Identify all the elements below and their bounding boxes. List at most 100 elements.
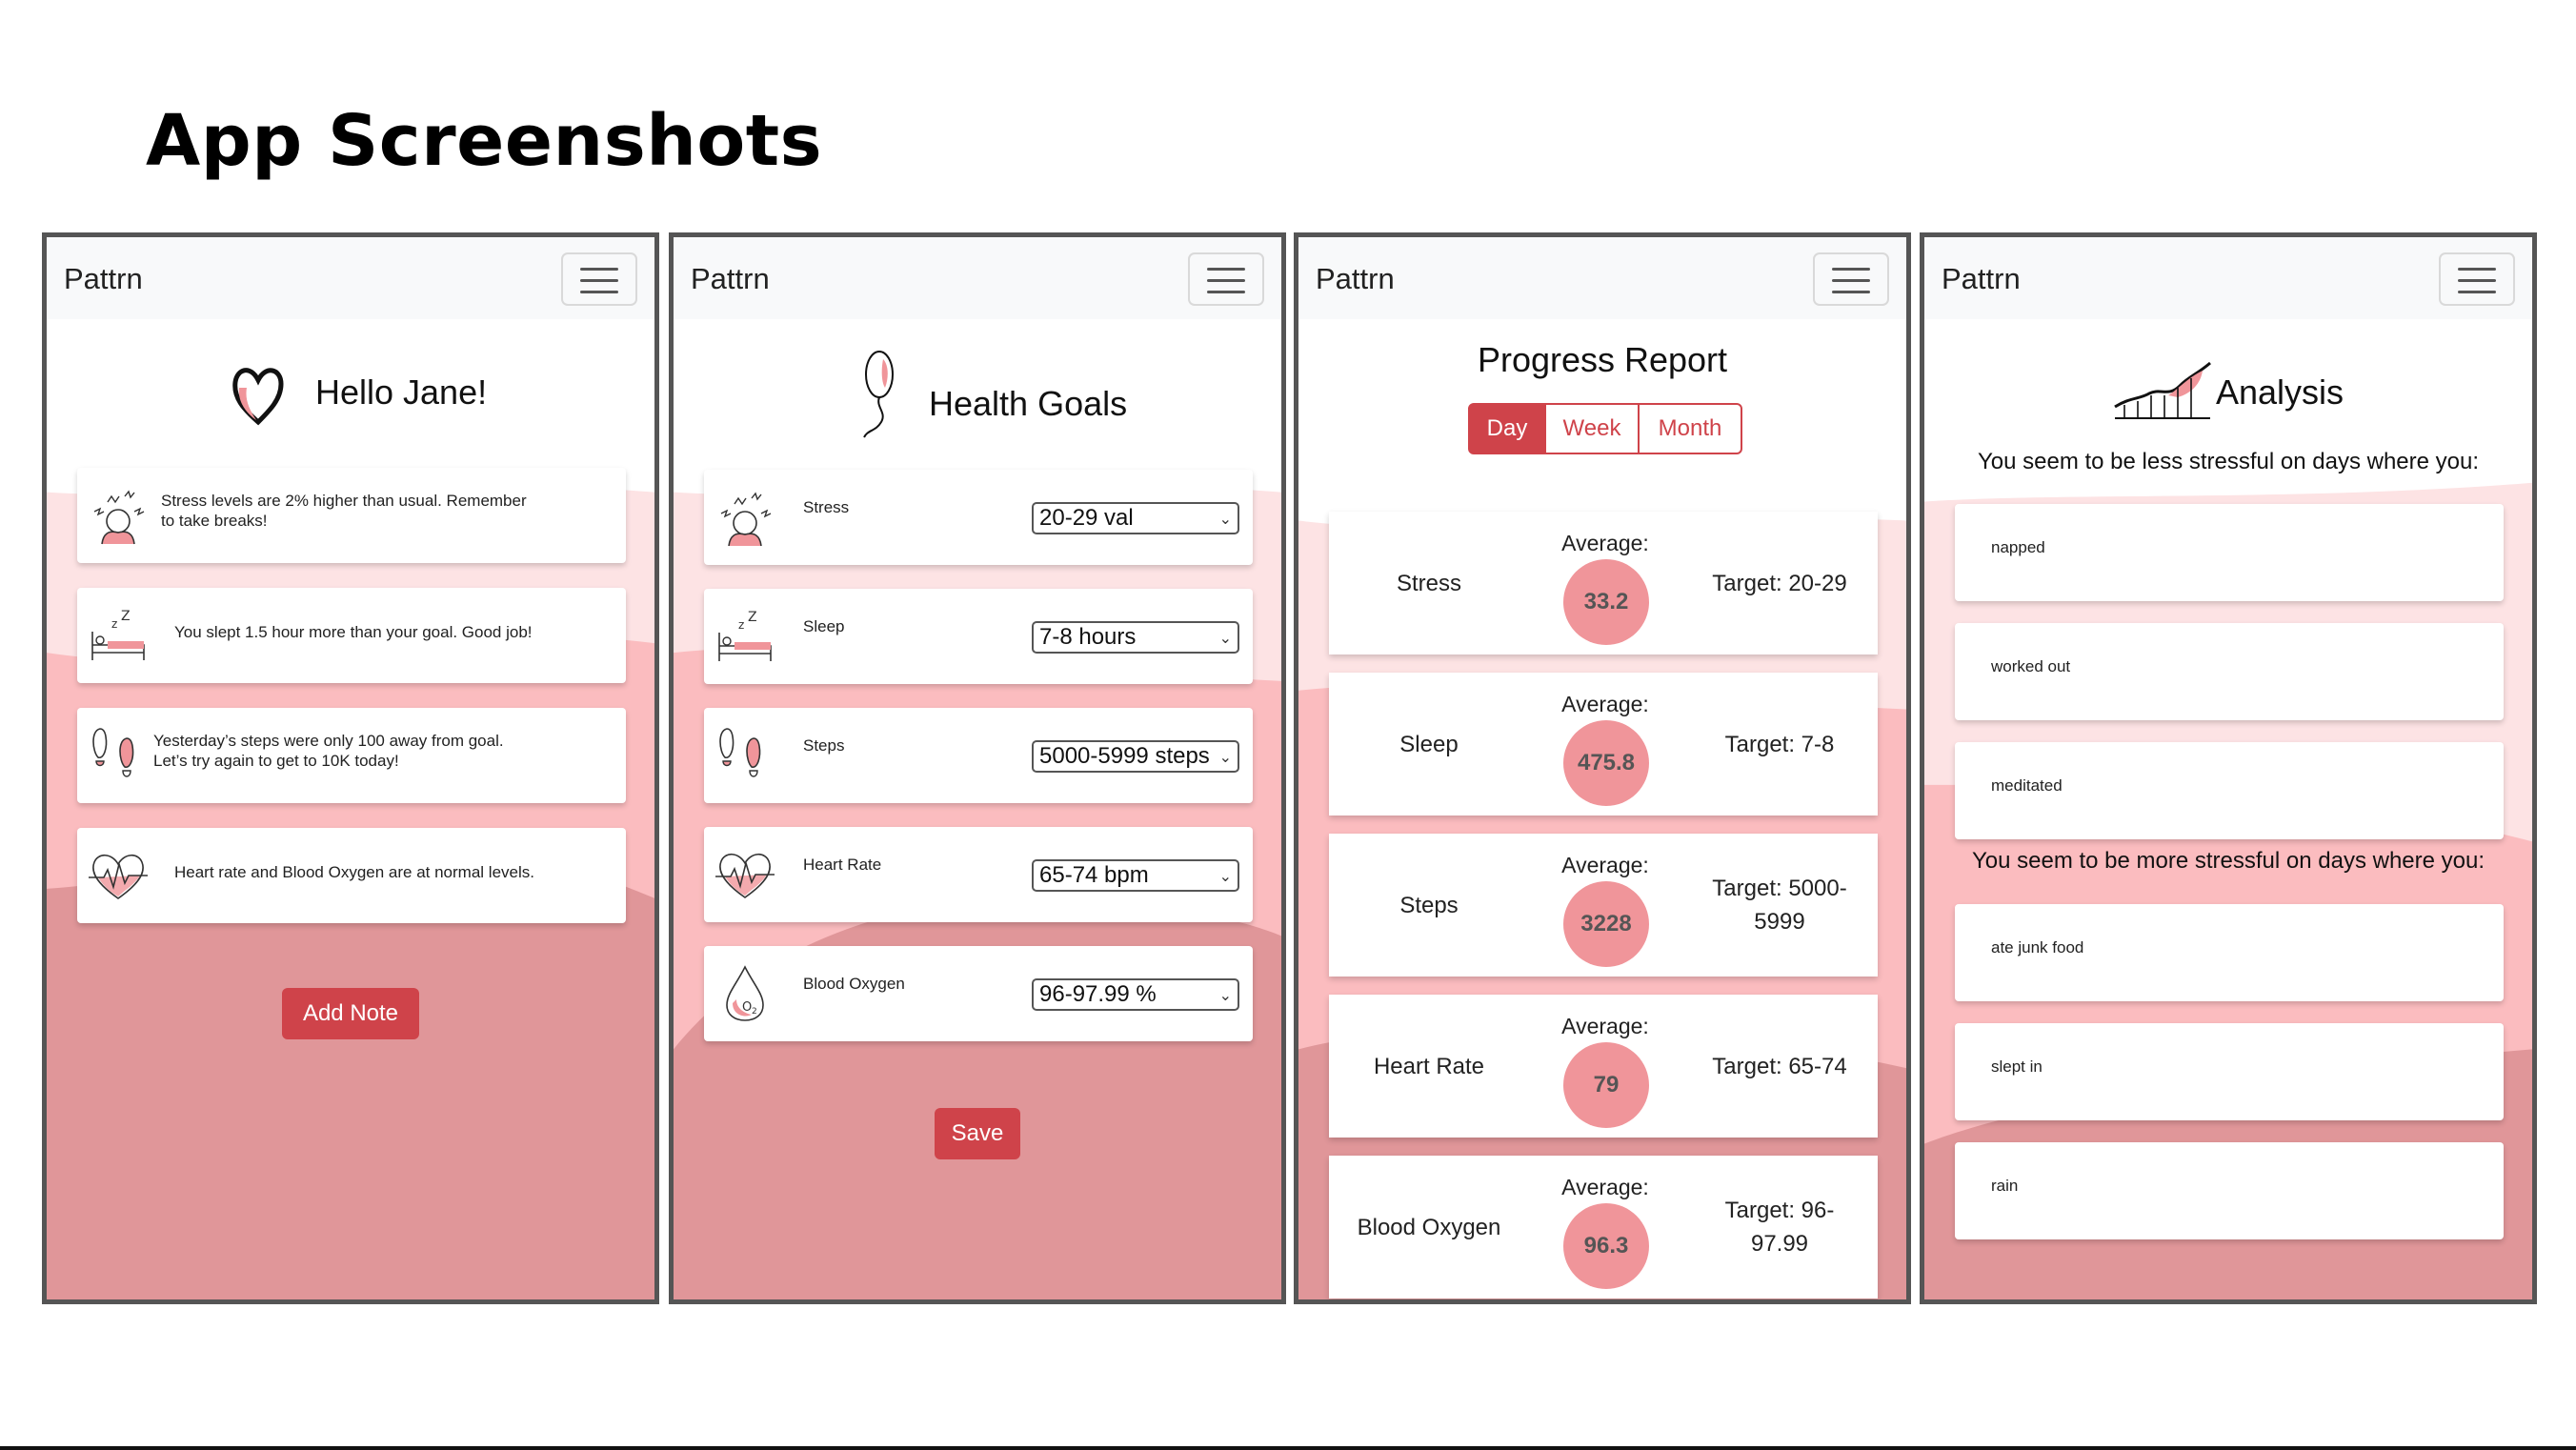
note-text: Yesterday’s steps were only 100 away fro… [153, 732, 504, 770]
target-value: Target: 20-29 [1712, 571, 1847, 596]
balloon-icon [863, 351, 894, 438]
stress-goal-select[interactable]: 20-29 val ⌄ [1032, 502, 1239, 534]
goals-heading: Health Goals [929, 384, 1128, 423]
goal-row: Blood Oxygen 96-97.99 % ⌄ [704, 946, 1253, 1041]
footprints-icon [714, 723, 776, 786]
goal-label: Steps [803, 736, 845, 755]
metric-card: Stress Average: 33.2 Target: 20-29 [1329, 512, 1878, 655]
note-card[interactable]: Yesterday’s steps were only 100 away fro… [77, 708, 626, 803]
navbar-brand[interactable]: Pattrn [64, 262, 143, 295]
menu-toggle-button[interactable] [561, 252, 637, 306]
navbar-brand[interactable]: Pattrn [691, 262, 770, 295]
page-title: App Screenshots [146, 100, 823, 182]
drop-icon [714, 961, 776, 1024]
average-value: 96.3 [1563, 1203, 1649, 1289]
metric-name: Heart Rate [1373, 1054, 1485, 1079]
navbar: Pattrn [674, 237, 1281, 319]
average-label: Average: [1561, 531, 1649, 555]
pattern-card[interactable]: rain [1955, 1142, 2504, 1239]
goals-header: Health Goals [674, 346, 1281, 441]
heartbeat-icon [714, 842, 776, 905]
metric-card: Sleep Average: 475.8 Target: 7-8 [1329, 673, 1878, 816]
steps-goal-select[interactable]: 5000-5999 steps ⌄ [1032, 740, 1239, 773]
footprints-icon [87, 723, 150, 786]
target-value: Target: 65-74 [1712, 1054, 1847, 1079]
average-label: Average: [1561, 1014, 1649, 1038]
phone-health-goals-screen: Pattrn Health Goals Stress 20-29 val ⌄ Sl… [669, 232, 1286, 1304]
heartbeat-icon [87, 843, 150, 906]
navbar: Pattrn [47, 237, 654, 319]
navbar-brand[interactable]: Pattrn [1942, 262, 2021, 295]
tab-month[interactable]: Month [1638, 403, 1742, 454]
pattern-card[interactable]: slept in [1955, 1023, 2504, 1120]
analysis-heading: Analysis [2216, 373, 2345, 412]
metric-name: Steps [1399, 893, 1459, 918]
chart-icon [2114, 361, 2211, 419]
average-value: 3228 [1563, 881, 1649, 967]
tab-week[interactable]: Week [1544, 403, 1640, 454]
target-value: Target: 5000- 5999 [1712, 876, 1847, 935]
pattern-card[interactable]: napped [1955, 504, 2504, 601]
note-text: You slept 1.5 hour more than your goal. … [174, 623, 533, 641]
goal-label: Stress [803, 498, 850, 516]
metric-name: Blood Oxygen [1357, 1215, 1501, 1240]
chevron-down-icon: ⌄ [1218, 867, 1232, 885]
chevron-down-icon: ⌄ [1218, 629, 1232, 647]
navbar-brand[interactable]: Pattrn [1316, 262, 1395, 295]
sleep-bed-icon [87, 603, 150, 666]
greeting-header: Hello Jane! [47, 359, 654, 426]
period-tabs: Day Week Month [1468, 403, 1742, 454]
pattern-card[interactable]: meditated [1955, 742, 2504, 839]
average-label: Average: [1561, 1175, 1649, 1199]
note-card[interactable]: Stress levels are 2% higher than usual. … [77, 468, 626, 563]
chevron-down-icon: ⌄ [1218, 510, 1232, 528]
blood-oxygen-goal-select[interactable]: 96-97.99 % ⌄ [1032, 978, 1239, 1011]
metric-card: Heart Rate Average: 79 Target: 65-74 [1329, 995, 1878, 1138]
goal-row: Steps 5000-5999 steps ⌄ [704, 708, 1253, 803]
target-value: Target: 7-8 [1724, 732, 1835, 757]
phone-progress-screen: Pattrn Progress Report Day Week Month St… [1294, 232, 1911, 1304]
less-stress-title: You seem to be less stressful on days wh… [1977, 449, 2480, 474]
goal-label: Blood Oxygen [803, 975, 905, 993]
metric-name: Sleep [1399, 732, 1459, 757]
goal-label: Sleep [803, 617, 845, 635]
average-value: 33.2 [1563, 559, 1649, 645]
menu-toggle-button[interactable] [1813, 252, 1889, 306]
save-button[interactable]: Save [935, 1108, 1020, 1159]
menu-toggle-button[interactable] [2439, 252, 2515, 306]
stress-icon [87, 483, 150, 546]
analysis-header: Analysis [1924, 359, 2532, 426]
pattern-card[interactable]: worked out [1955, 623, 2504, 720]
average-value: 79 [1563, 1042, 1649, 1128]
sleep-goal-select[interactable]: 7-8 hours ⌄ [1032, 621, 1239, 654]
add-note-button[interactable]: Add Note [282, 988, 419, 1039]
menu-toggle-button[interactable] [1188, 252, 1264, 306]
average-value: 475.8 [1563, 720, 1649, 806]
note-text: Heart rate and Blood Oxygen are at norma… [174, 863, 534, 881]
note-text: Stress levels are 2% higher than usual. … [161, 492, 527, 530]
stress-icon [714, 485, 776, 548]
heart-rate-goal-select[interactable]: 65-74 bpm ⌄ [1032, 859, 1239, 892]
goal-row: Sleep 7-8 hours ⌄ [704, 589, 1253, 684]
bottom-divider [0, 1446, 2576, 1450]
metric-card: Steps Average: 3228 Target: 5000- 5999 [1329, 834, 1878, 977]
navbar: Pattrn [1924, 237, 2532, 319]
pattern-card[interactable]: ate junk food [1955, 904, 2504, 1001]
more-stress-title: You seem to be more stressful on days wh… [1971, 848, 2485, 874]
metric-card: Blood Oxygen Average: 96.3 Target: 96- 9… [1329, 1156, 1878, 1299]
phone-analysis-screen: Pattrn Analysis You seem to be less stre… [1920, 232, 2537, 1304]
progress-header: Progress Report [1298, 340, 1906, 388]
progress-heading: Progress Report [1477, 340, 1728, 379]
average-label: Average: [1561, 692, 1649, 716]
heart-icon [232, 368, 284, 426]
note-card[interactable]: You slept 1.5 hour more than your goal. … [77, 588, 626, 683]
sleep-bed-icon [714, 604, 776, 667]
metric-name: Stress [1396, 571, 1461, 596]
navbar: Pattrn [1298, 237, 1906, 319]
goal-row: Heart Rate 65-74 bpm ⌄ [704, 827, 1253, 922]
goal-row: Stress 20-29 val ⌄ [704, 470, 1253, 565]
note-card[interactable]: Heart rate and Blood Oxygen are at norma… [77, 828, 626, 923]
phone-home-screen: Pattrn Hello Jane! Stress levels are 2% … [42, 232, 659, 1304]
chevron-down-icon: ⌄ [1218, 748, 1232, 766]
tab-day[interactable]: Day [1468, 403, 1546, 454]
